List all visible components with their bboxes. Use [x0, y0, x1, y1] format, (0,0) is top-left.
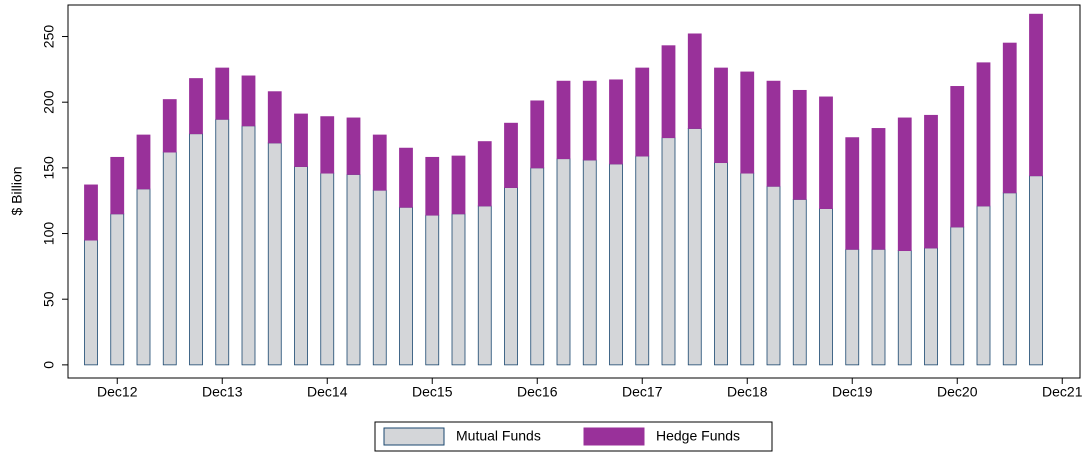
x-tick-label: Dec21: [1042, 384, 1083, 400]
bar-segment: [792, 198, 807, 366]
bar-segment: [110, 156, 125, 215]
bar-segment: [845, 248, 860, 366]
bar-segment: [924, 247, 938, 366]
x-tick-label: Dec12: [97, 384, 138, 400]
x-tick-label: Dec19: [832, 384, 873, 400]
bar-segment: [1029, 13, 1043, 177]
bar-segment: [635, 67, 650, 157]
bar-segment: [136, 188, 151, 366]
bar-segment: [425, 156, 440, 216]
bar-segment: [556, 80, 571, 160]
y-tick-label: 250: [41, 25, 57, 49]
bar-segment: [294, 113, 308, 167]
bar-segment: [582, 80, 597, 161]
y-tick-label: 50: [41, 291, 57, 307]
bar-segment: [714, 162, 728, 366]
legend-swatch: [383, 427, 445, 446]
bar-segment: [241, 125, 256, 366]
bar-segment: [110, 213, 125, 366]
bar-segment: [897, 250, 912, 366]
bar-segment: [425, 214, 440, 366]
bar-segment: [504, 122, 518, 188]
y-axis-label: $ Billion: [9, 166, 25, 215]
bar-segment: [504, 187, 518, 366]
bar-segment: [84, 184, 98, 241]
y-tick-label: 0: [41, 361, 57, 369]
bar-segment: [189, 133, 203, 366]
bar-segment: [897, 117, 912, 252]
bar-segment: [740, 172, 755, 366]
bar-segment: [792, 89, 807, 200]
bar-segment: [530, 167, 545, 366]
bar-segment: [294, 166, 308, 366]
bar-segment: [871, 248, 886, 366]
bar-segment: [687, 33, 702, 129]
bar-segment: [346, 174, 361, 366]
bar-segment: [267, 142, 282, 366]
y-tick-label: 150: [41, 156, 57, 180]
y-tick-label: 200: [41, 90, 57, 114]
bar-segment: [871, 128, 886, 250]
x-tick-label: Dec13: [202, 384, 243, 400]
x-tick-label: Dec20: [937, 384, 978, 400]
bar-segment: [635, 155, 650, 366]
bar-segment: [661, 137, 676, 366]
bar-segment: [162, 99, 177, 153]
bar-segment: [1002, 42, 1017, 194]
bar-segment: [477, 141, 492, 207]
bar-segment: [399, 147, 413, 208]
legend-label: Hedge Funds: [656, 428, 740, 444]
bar-segment: [451, 155, 466, 215]
bar-segment: [950, 86, 965, 228]
x-tick-label: Dec15: [412, 384, 453, 400]
bar-segment: [609, 163, 623, 366]
bar-segment: [241, 75, 256, 127]
bar-segment: [766, 185, 781, 366]
bar-segment: [819, 208, 833, 366]
bar-segment: [346, 117, 361, 175]
bar-segment: [399, 206, 413, 366]
bar-segment: [976, 62, 991, 207]
bar-segment: [215, 67, 230, 120]
bar-segment: [556, 158, 571, 366]
legend-swatch: [583, 427, 645, 446]
bar-segment: [924, 114, 938, 249]
bar-segment: [320, 116, 335, 174]
bar-segment: [582, 159, 597, 366]
bar-segment: [189, 78, 203, 135]
bar-segment: [1029, 175, 1043, 366]
bar-segment: [766, 80, 781, 187]
bar-segment: [372, 134, 387, 191]
legend-label: Mutual Funds: [456, 428, 541, 444]
bar-segment: [687, 128, 702, 366]
bar-segment: [320, 172, 335, 366]
bar-segment: [215, 118, 230, 366]
bar-segment: [136, 134, 151, 190]
bar-segment: [162, 151, 177, 366]
x-tick-label: Dec18: [727, 384, 768, 400]
bar-segment: [950, 226, 965, 366]
bar-segment: [451, 213, 466, 366]
bar-segment: [819, 96, 833, 209]
bar-segment: [976, 205, 991, 366]
x-tick-label: Dec17: [622, 384, 663, 400]
bar-segment: [740, 71, 755, 174]
bar-segment: [267, 91, 282, 144]
x-tick-label: Dec14: [307, 384, 348, 400]
bar-segment: [609, 79, 623, 165]
bar-segment: [530, 100, 545, 169]
bar-segment: [1002, 192, 1017, 366]
bar-segment: [661, 45, 676, 139]
plot-frame: [67, 4, 1081, 379]
bar-segment: [714, 67, 728, 164]
bar-segment: [477, 205, 492, 366]
y-tick-label: 100: [41, 222, 57, 246]
bar-segment: [84, 239, 98, 366]
bar-segment: [845, 137, 860, 250]
x-tick-label: Dec16: [517, 384, 558, 400]
bar-segment: [372, 189, 387, 366]
